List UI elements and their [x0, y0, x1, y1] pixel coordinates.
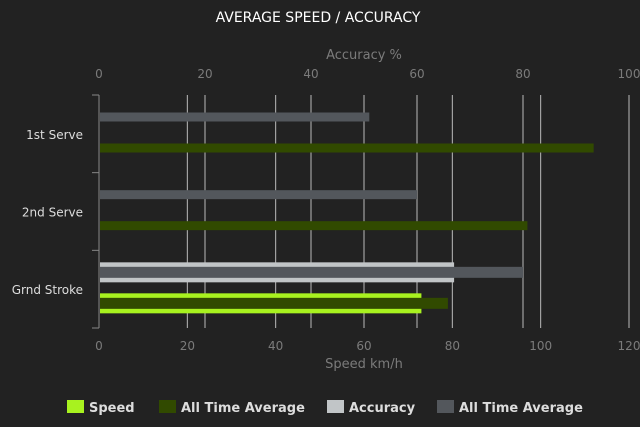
top-tick-label: 20 [197, 67, 212, 81]
top-tick-label: 100 [618, 67, 640, 81]
bar-all-time-average [100, 297, 448, 309]
legend-swatch [327, 400, 344, 413]
bottom-tick-label: 100 [529, 339, 552, 353]
bottom-tick-label: 20 [180, 339, 195, 353]
legend-swatch [437, 400, 454, 413]
legend-label: Speed [89, 401, 135, 416]
bar-all-time-average [100, 266, 523, 278]
bottom-axis-label: Speed km/h [325, 357, 403, 372]
bottom-tick-label: 40 [268, 339, 283, 353]
bar-all-time-average [100, 190, 417, 200]
legend-label: All Time Average [181, 401, 305, 416]
category-label: Grnd Stroke [12, 283, 83, 297]
bottom-tick-label: 60 [356, 339, 371, 353]
bottom-tick-label: 80 [445, 339, 460, 353]
bar-all-time-average [100, 221, 528, 231]
legend-swatch [159, 400, 176, 413]
bottom-tick-label: 0 [95, 339, 103, 353]
bottom-tick-label: 120 [618, 339, 640, 353]
bar-all-time-average [100, 143, 594, 153]
top-tick-label: 80 [515, 67, 530, 81]
legend-label: All Time Average [459, 401, 583, 416]
chart-title: AVERAGE SPEED / ACCURACY [216, 10, 421, 26]
legend-label: Accuracy [349, 401, 416, 416]
legend-swatch [67, 400, 84, 413]
top-tick-label: 40 [303, 67, 318, 81]
top-tick-label: 60 [409, 67, 424, 81]
top-axis-label: Accuracy % [326, 48, 402, 63]
bar-all-time-average [100, 112, 370, 122]
top-tick-label: 0 [95, 67, 103, 81]
category-label: 1st Serve [26, 128, 83, 142]
category-label: 2nd Serve [22, 206, 83, 220]
